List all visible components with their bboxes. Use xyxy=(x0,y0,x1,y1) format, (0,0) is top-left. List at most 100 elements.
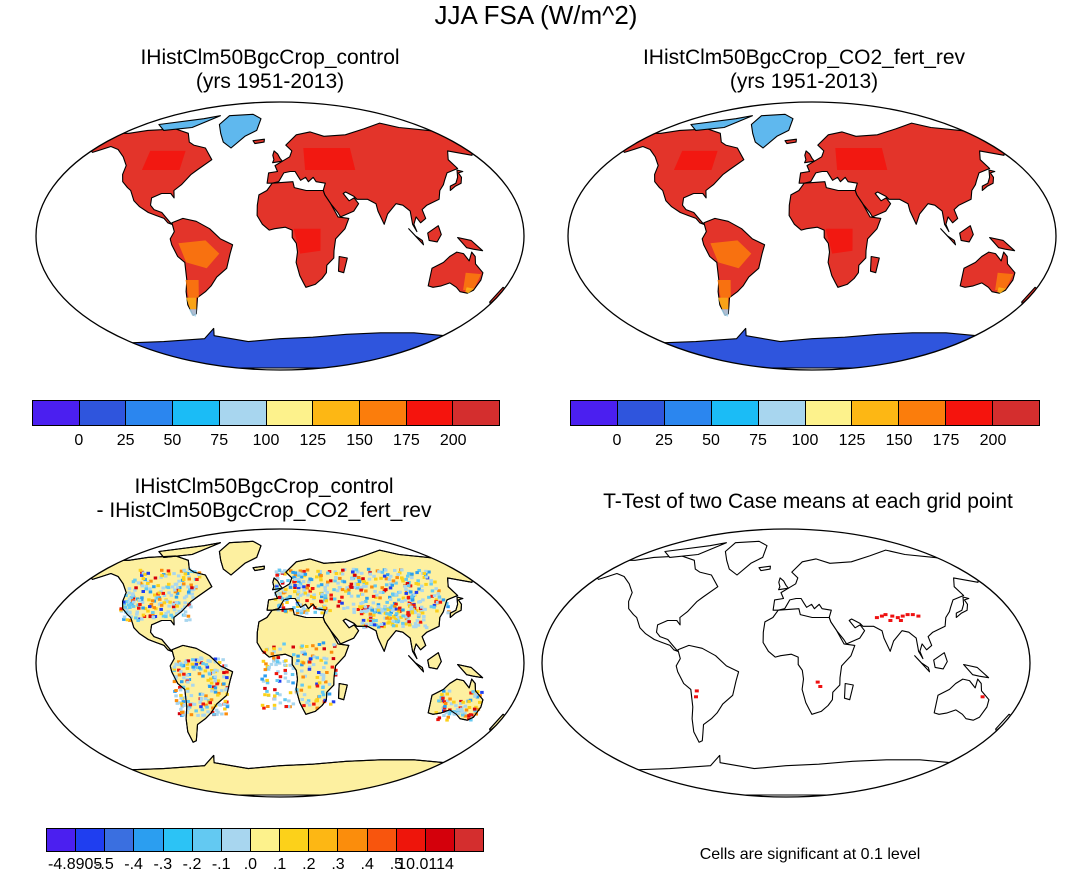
grid-cell xyxy=(285,601,289,604)
grid-cell xyxy=(164,612,168,615)
significant-cell xyxy=(815,680,820,684)
grid-cell xyxy=(196,713,200,717)
grid-cell xyxy=(440,699,445,703)
grid-cell xyxy=(280,570,285,574)
grid-cell xyxy=(327,570,332,573)
grid-cell xyxy=(184,618,188,622)
land-indonesia1 xyxy=(408,228,425,246)
significant-cell xyxy=(905,613,910,617)
grid-cell xyxy=(345,586,349,590)
grid-cell xyxy=(401,624,405,628)
grid-cell xyxy=(213,686,218,690)
grid-cell xyxy=(300,585,304,589)
grid-cell xyxy=(424,569,428,573)
grid-cell xyxy=(323,594,328,598)
colorbar-cell xyxy=(406,401,454,425)
grid-cell xyxy=(162,594,167,597)
grid-cell xyxy=(469,691,473,695)
grid-cell xyxy=(141,577,146,581)
grid-cell xyxy=(177,660,181,664)
colorbar-cell xyxy=(250,829,281,851)
grid-cell xyxy=(181,685,186,689)
grid-cell xyxy=(213,657,218,661)
grid-cell xyxy=(146,609,150,613)
grid-cell xyxy=(368,612,373,616)
grid-cell xyxy=(190,592,194,596)
grid-cell xyxy=(200,657,204,661)
grid-cell xyxy=(344,589,348,593)
colorbar-cell xyxy=(711,401,759,425)
grid-cell xyxy=(414,590,419,594)
panel-title-control: IHistClm50BgcCrop_control (yrs 1951-2013… xyxy=(14,46,526,94)
grid-cell xyxy=(261,659,266,663)
colorbar-tick-label: .1 xyxy=(272,856,287,873)
grid-cell xyxy=(443,704,447,708)
grid-cell xyxy=(317,643,322,646)
grid-cell xyxy=(134,616,138,620)
grid-cell xyxy=(305,599,309,603)
grid-cell xyxy=(317,681,322,685)
grid-cell xyxy=(153,576,158,580)
grid-cell xyxy=(281,606,286,610)
grid-cell xyxy=(221,658,225,662)
land-arctic_islands xyxy=(158,115,221,131)
grid-cell xyxy=(197,571,202,575)
grid-cell xyxy=(187,577,191,581)
grid-cell xyxy=(429,582,433,586)
grid-cell xyxy=(475,695,480,699)
map-frame xyxy=(35,101,525,371)
significant-cell xyxy=(890,614,895,618)
colorbar-tick-label: 10.0114 xyxy=(397,856,454,873)
grid-cell xyxy=(128,606,132,609)
grid-cell xyxy=(140,617,144,621)
grid-cell xyxy=(312,655,316,659)
colorbar-cell xyxy=(852,401,900,425)
grid-cell xyxy=(434,598,439,602)
grid-cell xyxy=(299,575,304,579)
significant-cell xyxy=(818,685,823,688)
grid-cell xyxy=(302,588,306,592)
grid-cell xyxy=(322,647,326,651)
grid-cell xyxy=(394,612,399,616)
grid-cell xyxy=(174,612,179,616)
grid-cell xyxy=(267,665,271,669)
grid-cell xyxy=(165,600,170,603)
grid-cell xyxy=(185,711,189,714)
grid-cell xyxy=(417,569,421,572)
grid-cell xyxy=(147,598,151,602)
shade-patch xyxy=(186,297,197,310)
grid-cell xyxy=(172,680,177,684)
grid-cell xyxy=(442,689,446,693)
grid-cell xyxy=(160,574,164,578)
colorbar-tick-label: .5 xyxy=(389,856,404,873)
grid-cell xyxy=(137,599,142,602)
grid-cell xyxy=(277,679,282,683)
grid-cell xyxy=(341,568,345,572)
grid-cell xyxy=(276,656,281,660)
grid-cell xyxy=(336,581,340,585)
grid-cell xyxy=(159,575,163,579)
grid-cell xyxy=(407,613,411,617)
grid-cell xyxy=(277,596,282,599)
grid-cell xyxy=(290,673,295,676)
grid-cell xyxy=(349,582,354,586)
grid-cell xyxy=(437,589,441,593)
grid-cell xyxy=(351,567,356,571)
grid-cell xyxy=(125,618,130,622)
grid-cell xyxy=(303,591,308,595)
grid-cell xyxy=(123,605,128,609)
grid-cell xyxy=(370,585,374,589)
map-co2 xyxy=(567,101,1057,371)
grid-cell xyxy=(293,583,297,587)
grid-cell xyxy=(401,621,405,625)
grid-cell xyxy=(191,596,195,600)
grid-cell xyxy=(193,666,197,669)
grid-cell xyxy=(295,662,299,665)
panel-title-diff-line2: - IHistClm50BgcCrop_CO2_fert_rev xyxy=(96,499,432,522)
grid-cell xyxy=(296,586,301,590)
grid-cell xyxy=(301,592,306,596)
grid-cell xyxy=(148,590,153,594)
grid-cell xyxy=(213,690,218,694)
grid-cell xyxy=(329,702,333,706)
land-japan xyxy=(449,169,464,192)
